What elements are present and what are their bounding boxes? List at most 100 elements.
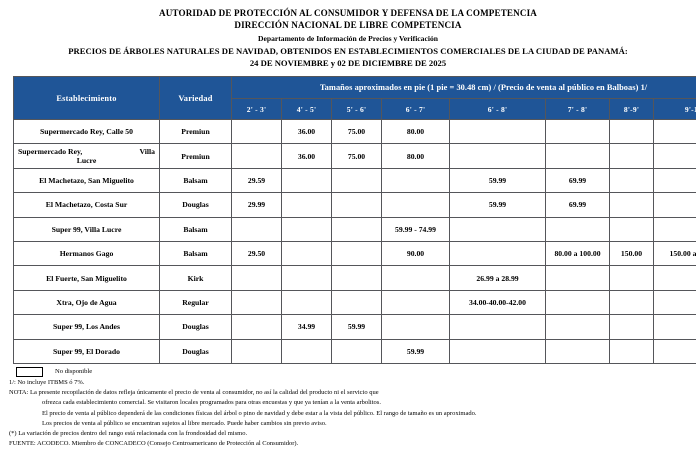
cell-price-1	[281, 289, 332, 316]
cell-price-6	[609, 314, 654, 340]
cell-price-5: 80.00 a 100.00	[545, 240, 610, 267]
table-row: Supermercado Rey, Calle 50 Premiun 36.00…	[13, 118, 696, 145]
cell-price-3	[381, 314, 450, 340]
cell-price-6	[609, 265, 654, 291]
footnote-nota-label: NOTA:	[9, 389, 29, 397]
cell-price-0	[231, 289, 282, 316]
footnote-fuente: FUENTE: ACODECO. Miembro de CONCADECO (C…	[9, 440, 299, 448]
cell-price-3	[381, 167, 450, 194]
cell-price-7	[652, 167, 696, 194]
cell-establecimiento: Supermercado Rey, Villa Lucre	[13, 143, 160, 169]
cell-price-4: 59.99	[449, 167, 546, 194]
cell-price-5	[545, 216, 610, 242]
cell-price-3: 59.99 - 74.99	[381, 216, 450, 242]
table-row: Xtra, Ojo de Agua Regular 34.00-40.00-42…	[13, 289, 696, 316]
cell-price-0	[231, 216, 282, 242]
cell-price-5	[545, 143, 610, 169]
cell-price-1: 36.00	[281, 143, 332, 169]
cell-variedad: Douglas	[159, 338, 232, 364]
cell-price-7	[652, 314, 696, 340]
cell-price-5	[545, 118, 610, 145]
cell-price-4: 34.00-40.00-42.00	[449, 289, 546, 316]
cell-establecimiento: El Machetazo, San Miguelito	[13, 167, 160, 194]
cell-price-2: 75.00	[331, 143, 382, 169]
cell-establecimiento: El Machetazo, Costa Sur	[13, 192, 160, 218]
cell-price-6	[609, 338, 654, 364]
cell-establecimiento: Super 99, El Dorado	[13, 338, 160, 364]
table-head: Establecimiento Variedad Tamaños aproxim…	[13, 76, 696, 120]
cell-variedad: Premiun	[159, 118, 232, 145]
cell-price-6	[609, 192, 654, 218]
footnote-asterisk: (*) La variación de precios dentro del r…	[9, 429, 248, 437]
cell-price-0	[231, 143, 282, 169]
col-header-establecimiento: Establecimiento	[13, 76, 160, 120]
cell-price-0: 29.50	[231, 240, 282, 267]
cell-price-7	[652, 265, 696, 291]
cell-price-4	[449, 338, 546, 364]
cell-price-6	[609, 289, 654, 316]
table-row: Hermanos Gago Balsam 29.50 90.00 80.00 a…	[13, 240, 696, 267]
col-header-size-7: 9'-10'	[652, 98, 696, 120]
cell-price-5	[545, 338, 610, 364]
cell-price-7	[652, 216, 696, 242]
table-row: El Machetazo, Costa Sur Douglas 29.99 59…	[13, 192, 696, 218]
price-table: Establecimiento Variedad Tamaños aproxim…	[13, 76, 696, 364]
cell-price-7	[652, 192, 696, 218]
cell-price-2	[331, 338, 382, 364]
table-row: Supermercado Rey, Villa Lucre Premiun 36…	[13, 143, 696, 169]
cell-price-4	[449, 314, 546, 340]
footnote-nota-line1: La presente recopilación de datos reflej…	[29, 389, 379, 397]
cell-price-4	[449, 118, 546, 145]
price-table-container: Establecimiento Variedad Tamaños aproxim…	[13, 76, 696, 364]
cell-variedad: Douglas	[159, 192, 232, 218]
cell-price-3: 90.00	[381, 240, 450, 267]
cell-price-1	[281, 192, 332, 218]
cell-establecimiento: Super 99, Villa Lucre	[13, 216, 160, 242]
header-department-line: Departamento de Información de Precios y…	[258, 33, 438, 43]
cell-price-4: 59.99	[449, 192, 546, 218]
cell-price-0	[231, 338, 282, 364]
cell-price-4	[449, 143, 546, 169]
col-header-size-6: 8'-9'	[609, 98, 654, 120]
cell-price-2	[331, 240, 382, 267]
cell-variedad: Balsam	[159, 216, 232, 242]
cell-price-1	[281, 240, 332, 267]
cell-price-2: 59.99	[331, 314, 382, 340]
cell-price-2	[331, 216, 382, 242]
cell-price-7	[652, 289, 696, 316]
cell-establecimiento-left: Supermercado Rey,	[18, 147, 83, 157]
table-row: El Fuerte, San Miguelito Kirk 26.99 a 28…	[13, 265, 696, 291]
table-body: Supermercado Rey, Calle 50 Premiun 36.00…	[13, 118, 696, 364]
cell-price-1	[281, 216, 332, 242]
cell-price-0	[231, 265, 282, 291]
cell-price-1	[281, 167, 332, 194]
cell-price-3	[381, 192, 450, 218]
footnote-nota-line2: ofrezca cada establecimiento comercial. …	[42, 399, 381, 407]
table-head-row-1: Establecimiento Variedad Tamaños aproxim…	[13, 76, 696, 120]
cell-variedad: Balsam	[159, 167, 232, 194]
cell-price-4: 26.99 a 28.99	[449, 265, 546, 291]
table-row: Super 99, Villa Lucre Balsam 59.99 - 74.…	[13, 216, 696, 242]
col-header-size-3: 6' - 7'	[381, 98, 450, 120]
header-report-title: PRECIOS DE ÁRBOLES NATURALES DE NAVIDAD,…	[68, 45, 628, 56]
cell-variedad: Regular	[159, 289, 232, 316]
cell-price-0	[231, 118, 282, 145]
cell-price-2: 75.00	[331, 118, 382, 145]
col-header-variedad: Variedad	[159, 76, 232, 120]
cell-price-2	[331, 289, 382, 316]
document-header: AUTORIDAD DE PROTECCIÓN AL CONSUMIDOR Y …	[0, 0, 696, 70]
cell-price-3: 80.00	[381, 143, 450, 169]
cell-price-0: 29.99	[231, 192, 282, 218]
col-header-size-1: 4' - 5'	[281, 98, 332, 120]
cell-price-5	[545, 265, 610, 291]
cell-price-5: 69.99	[545, 192, 610, 218]
cell-price-0: 29.59	[231, 167, 282, 194]
cell-price-4	[449, 216, 546, 242]
table-row: El Machetazo, San Miguelito Balsam 29.59…	[13, 167, 696, 194]
table-row: Super 99, El Dorado Douglas 59.99	[13, 338, 696, 364]
col-header-size-5: 7' - 8'	[545, 98, 610, 120]
cell-price-2	[331, 265, 382, 291]
footnote-nota-row: NOTA: La presente recopilación de datos …	[9, 388, 696, 398]
header-direction-line: DIRECCIÓN NACIONAL DE LIBRE COMPETENCIA	[234, 20, 462, 30]
legend-swatch-box	[16, 366, 43, 377]
